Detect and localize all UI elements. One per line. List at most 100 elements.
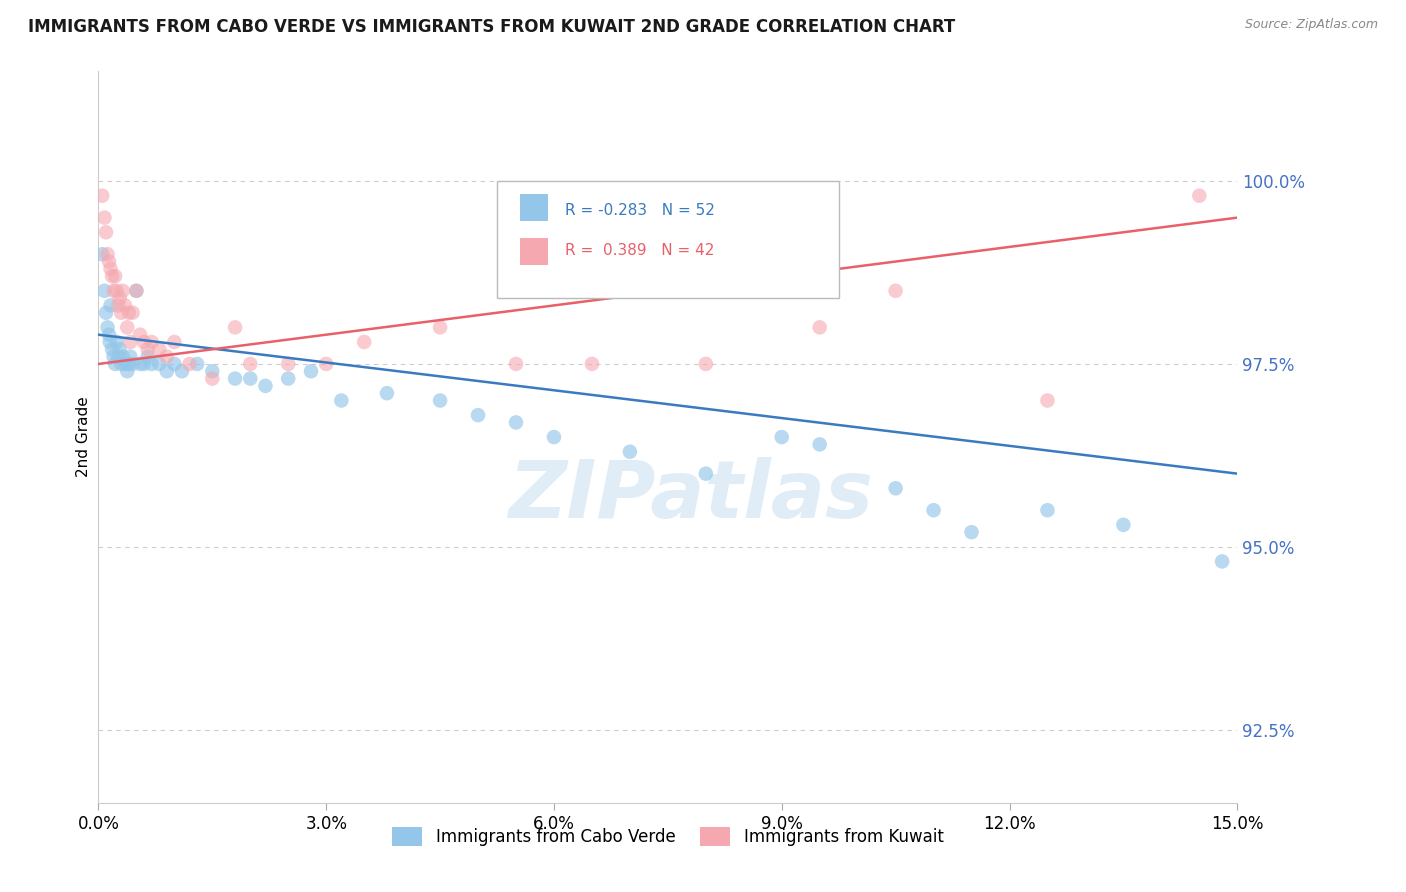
Point: [120, 350, 142, 364]
Point: [136, 343, 159, 357]
Point: [960, 525, 983, 540]
Point: [125, 284, 148, 298]
Point: [429, 393, 451, 408]
Point: [100, 298, 122, 312]
Point: [101, 343, 124, 357]
Point: [1036, 393, 1059, 408]
Point: [104, 269, 127, 284]
Point: [170, 364, 193, 378]
Point: [103, 284, 125, 298]
Point: [467, 408, 489, 422]
Point: [315, 357, 337, 371]
Point: [224, 371, 246, 385]
Point: [277, 371, 299, 385]
Point: [111, 350, 134, 364]
Point: [94, 306, 117, 320]
Point: [105, 334, 128, 349]
Point: [239, 357, 262, 371]
Point: [91, 247, 114, 261]
Point: [117, 364, 139, 378]
Point: [132, 334, 155, 349]
Point: [118, 357, 141, 371]
Point: [619, 444, 641, 458]
Point: [107, 350, 129, 364]
Point: [136, 350, 159, 364]
Point: [375, 386, 398, 401]
Point: [330, 393, 353, 408]
Text: R =  0.389   N = 42: R = 0.389 N = 42: [565, 243, 714, 258]
Point: [148, 343, 170, 357]
Point: [808, 437, 831, 451]
Point: [98, 334, 121, 349]
Point: [107, 298, 129, 312]
Legend: Immigrants from Cabo Verde, Immigrants from Kuwait: Immigrants from Cabo Verde, Immigrants f…: [385, 821, 950, 853]
Point: [695, 467, 717, 481]
Point: [98, 327, 121, 342]
Point: [141, 357, 163, 371]
Point: [1036, 503, 1059, 517]
Text: ZIPatlas: ZIPatlas: [508, 457, 873, 534]
Point: [429, 320, 451, 334]
Point: [148, 357, 170, 371]
Point: [1211, 554, 1233, 568]
Text: IMMIGRANTS FROM CABO VERDE VS IMMIGRANTS FROM KUWAIT 2ND GRADE CORRELATION CHART: IMMIGRANTS FROM CABO VERDE VS IMMIGRANTS…: [28, 18, 955, 36]
Point: [505, 357, 527, 371]
Point: [201, 364, 224, 378]
Point: [299, 364, 322, 378]
Point: [239, 371, 262, 385]
Point: [108, 291, 131, 305]
FancyBboxPatch shape: [498, 181, 839, 298]
Point: [110, 357, 132, 371]
Point: [96, 247, 118, 261]
Point: [1112, 517, 1135, 532]
Point: [91, 188, 114, 202]
Point: [111, 284, 134, 298]
Point: [129, 357, 152, 371]
Point: [94, 225, 117, 239]
Point: [108, 343, 131, 357]
Point: [808, 320, 831, 334]
Point: [98, 254, 121, 268]
Point: [201, 371, 224, 385]
Point: [163, 357, 186, 371]
Point: [125, 284, 148, 298]
Point: [132, 357, 155, 371]
Point: [695, 357, 717, 371]
Point: [543, 430, 565, 444]
Point: [277, 357, 299, 371]
Point: [884, 481, 907, 495]
Point: [96, 320, 118, 334]
Point: [163, 334, 186, 349]
Point: [884, 284, 907, 298]
Point: [224, 320, 246, 334]
Point: [156, 364, 179, 378]
Point: [114, 298, 136, 312]
FancyBboxPatch shape: [520, 194, 548, 221]
Point: [93, 211, 115, 225]
Point: [156, 350, 179, 364]
Point: [104, 357, 127, 371]
Point: [770, 430, 793, 444]
Point: [1188, 188, 1211, 202]
Point: [103, 350, 125, 364]
Text: Source: ZipAtlas.com: Source: ZipAtlas.com: [1244, 18, 1378, 31]
Point: [129, 327, 152, 342]
Point: [121, 357, 143, 371]
FancyBboxPatch shape: [520, 238, 548, 265]
Point: [100, 261, 122, 276]
Point: [141, 334, 163, 349]
Point: [101, 269, 124, 284]
Point: [922, 503, 945, 517]
Point: [186, 357, 208, 371]
Point: [110, 306, 132, 320]
Point: [581, 357, 603, 371]
Point: [105, 284, 128, 298]
Point: [114, 357, 136, 371]
Y-axis label: 2nd Grade: 2nd Grade: [76, 397, 91, 477]
Point: [179, 357, 201, 371]
Point: [121, 306, 143, 320]
Point: [254, 379, 277, 393]
Point: [117, 320, 139, 334]
Point: [353, 334, 375, 349]
Point: [93, 284, 115, 298]
